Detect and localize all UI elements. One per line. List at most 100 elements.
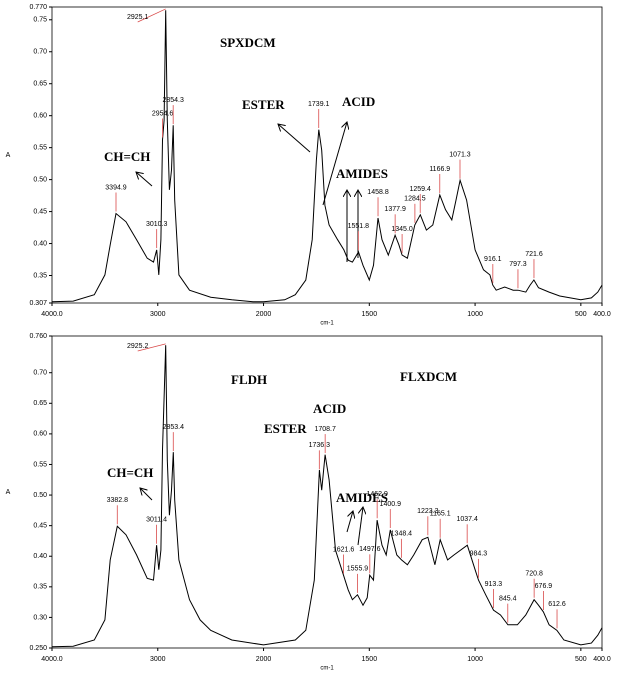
y-tick-label: 0.60 [33, 113, 47, 120]
peak-label: 1259.4 [409, 186, 431, 193]
peak-label: 2925.2 [127, 343, 149, 350]
y-tick-label: 0.40 [33, 553, 47, 560]
arrow [140, 488, 153, 501]
peak-label: 1739.1 [308, 101, 330, 108]
annotation: CH=CH [104, 149, 150, 164]
peak-label: 612.6 [548, 601, 566, 608]
peak-label: 3011.4 [146, 517, 167, 524]
y-tick-label: 0.45 [33, 522, 47, 529]
peak-label: 1284.5 [404, 196, 426, 203]
arrow [136, 172, 153, 187]
peak-label: 1708.7 [314, 426, 336, 433]
peak-marker [137, 343, 166, 352]
peak-label: 720.8 [525, 571, 543, 578]
x-tick-label: 4000.0 [41, 656, 63, 663]
peak-label: 845.4 [499, 595, 517, 602]
peak-label: 721.6 [525, 251, 543, 258]
y-tick-label: 0.35 [33, 584, 47, 591]
x-tick-label: 500 [575, 656, 587, 663]
peak-label: 2954.6 [152, 110, 174, 117]
annotation: ACID [313, 401, 346, 416]
y-tick-label: 0.65 [33, 81, 47, 88]
x-tick-label: 3000 [150, 311, 166, 318]
peak-label: 1223.3 [417, 508, 439, 515]
peak-label: 1458.8 [367, 189, 389, 196]
y-tick-label: 0.35 [33, 272, 47, 279]
x-axis-label: cm-1 [320, 666, 334, 672]
arrow [357, 507, 363, 546]
arrow [346, 511, 353, 533]
x-axis-label: cm-1 [320, 321, 334, 327]
peak-label: 984.3 [470, 551, 488, 558]
x-tick-label: 2000 [256, 656, 272, 663]
peak-label: 1377.9 [384, 206, 406, 213]
peak-label: 1497.6 [359, 546, 381, 553]
peak-label: 1736.3 [309, 442, 331, 449]
y-tick-label: 0.55 [33, 144, 47, 151]
x-tick-label: 400.0 [593, 311, 611, 318]
y-tick-label: 0.760 [29, 333, 47, 340]
x-tick-label: 3000 [150, 656, 166, 663]
arrow [322, 122, 347, 206]
peak-label: 3382.8 [107, 497, 129, 504]
peak-label: 2854.3 [162, 97, 184, 104]
peak-label: 913.3 [485, 581, 503, 588]
annotation: ACID [342, 94, 375, 109]
x-tick-label: 500 [575, 311, 587, 318]
annotation: AMIDES [336, 166, 388, 181]
sample-label: FLXDCM [400, 369, 457, 384]
peak-label: 1348.4 [391, 531, 413, 538]
peak-label: 1037.4 [456, 516, 478, 523]
peak-label: 3394.9 [105, 184, 127, 191]
peak-label: 676.9 [535, 583, 553, 590]
x-tick-label: 1500 [362, 656, 378, 663]
y-axis-label: A [6, 489, 11, 496]
peak-marker [137, 8, 166, 23]
y-tick-label: 0.30 [33, 614, 47, 621]
x-tick-label: 4000.0 [41, 311, 63, 318]
peak-label: 1555.9 [347, 566, 369, 573]
y-tick-label: 0.770 [29, 4, 47, 11]
peak-label: 1462.9 [366, 491, 388, 498]
sample-label: FLDH [231, 372, 267, 387]
peak-label: 1551.8 [348, 223, 370, 230]
peak-label: 1621.6 [333, 546, 355, 553]
y-tick-label: 0.65 [33, 400, 47, 407]
plot-frame [51, 6, 603, 304]
y-tick-label: 0.50 [33, 492, 47, 499]
peak-label: 916.1 [484, 256, 502, 263]
peak-label: 2853.4 [163, 424, 185, 431]
x-tick-label: 2000 [256, 311, 272, 318]
spectrum-line [51, 345, 603, 648]
peak-label: 797.3 [509, 261, 527, 268]
y-tick-label: 0.45 [33, 208, 47, 215]
y-tick-label: 0.50 [33, 176, 47, 183]
y-tick-label: 0.40 [33, 240, 47, 247]
peak-label: 1165.1 [430, 511, 451, 518]
annotation: AMIDES [336, 490, 388, 505]
y-axis-label: A [6, 152, 11, 159]
y-tick-label: 0.250 [29, 645, 47, 652]
x-tick-label: 1500 [362, 311, 378, 318]
peak-label: 1071.3 [449, 151, 471, 158]
plot-frame [51, 335, 603, 649]
annotation: ESTER [264, 421, 307, 436]
x-tick-label: 1000 [467, 656, 483, 663]
y-tick-label: 0.307 [29, 300, 47, 307]
annotation: CH=CH [107, 465, 153, 480]
y-tick-label: 0.55 [33, 461, 47, 468]
peak-label: 1345.0 [391, 226, 413, 233]
peak-label: 1166.9 [429, 166, 450, 173]
y-tick-label: 0.70 [33, 49, 47, 56]
annotation: ESTER [242, 97, 285, 112]
y-tick-label: 0.70 [33, 370, 47, 377]
y-tick-label: 0.75 [33, 17, 47, 24]
y-tick-label: 0.60 [33, 431, 47, 438]
peak-label: 2925.1 [127, 14, 149, 21]
x-tick-label: 1000 [467, 311, 483, 318]
peak-label: 1400.9 [380, 501, 402, 508]
arrow [278, 124, 311, 153]
x-tick-label: 400.0 [593, 656, 611, 663]
sample-label: SPXDCM [220, 35, 276, 50]
